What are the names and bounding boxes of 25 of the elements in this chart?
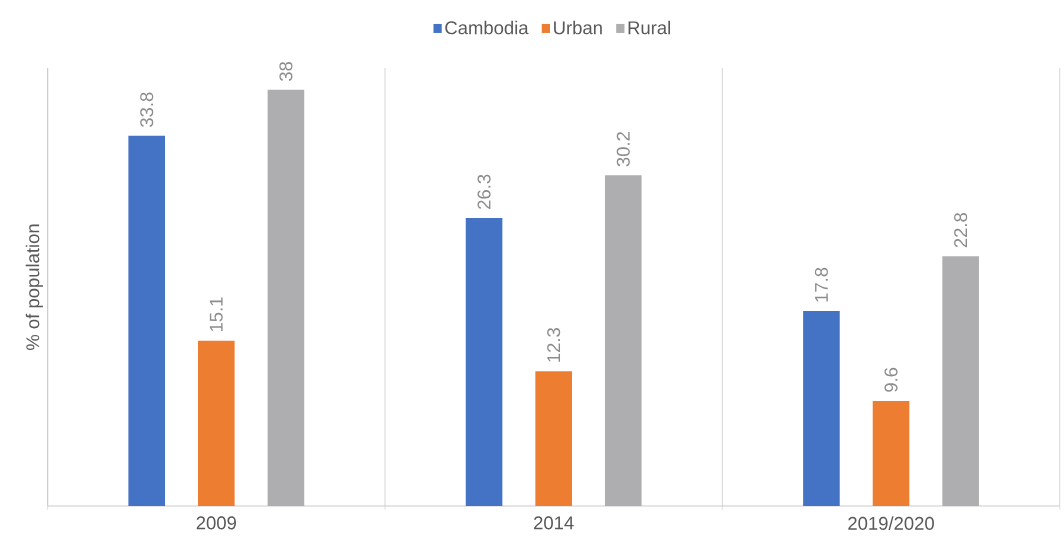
legend-label: Urban	[554, 20, 602, 35]
y-axis-title: % of population	[25, 224, 43, 350]
data-label: 17.8	[814, 267, 828, 302]
bar	[198, 340, 235, 506]
data-label: 9.6	[884, 367, 898, 392]
data-label: 15.1	[209, 297, 223, 331]
data-label: 22.8	[954, 212, 968, 248]
bar	[535, 371, 572, 506]
legend-label: Rural	[628, 20, 670, 35]
data-label: 38	[279, 61, 293, 81]
bar	[267, 89, 305, 506]
data-label: 12.3	[547, 327, 561, 362]
data-label: 33.8	[140, 92, 154, 127]
bar	[128, 135, 166, 506]
bar	[872, 400, 910, 506]
data-label: 30.2	[616, 131, 630, 167]
bar	[942, 256, 979, 506]
data-label: 26.3	[477, 174, 491, 209]
legend-label: Cambodia	[445, 20, 529, 35]
bar	[803, 310, 840, 506]
bar	[604, 175, 642, 506]
bar	[465, 217, 503, 506]
x-tick-label: 2009	[196, 516, 236, 530]
x-tick-label: 2019/2020	[848, 516, 934, 530]
x-tick-label: 2014	[534, 516, 574, 530]
